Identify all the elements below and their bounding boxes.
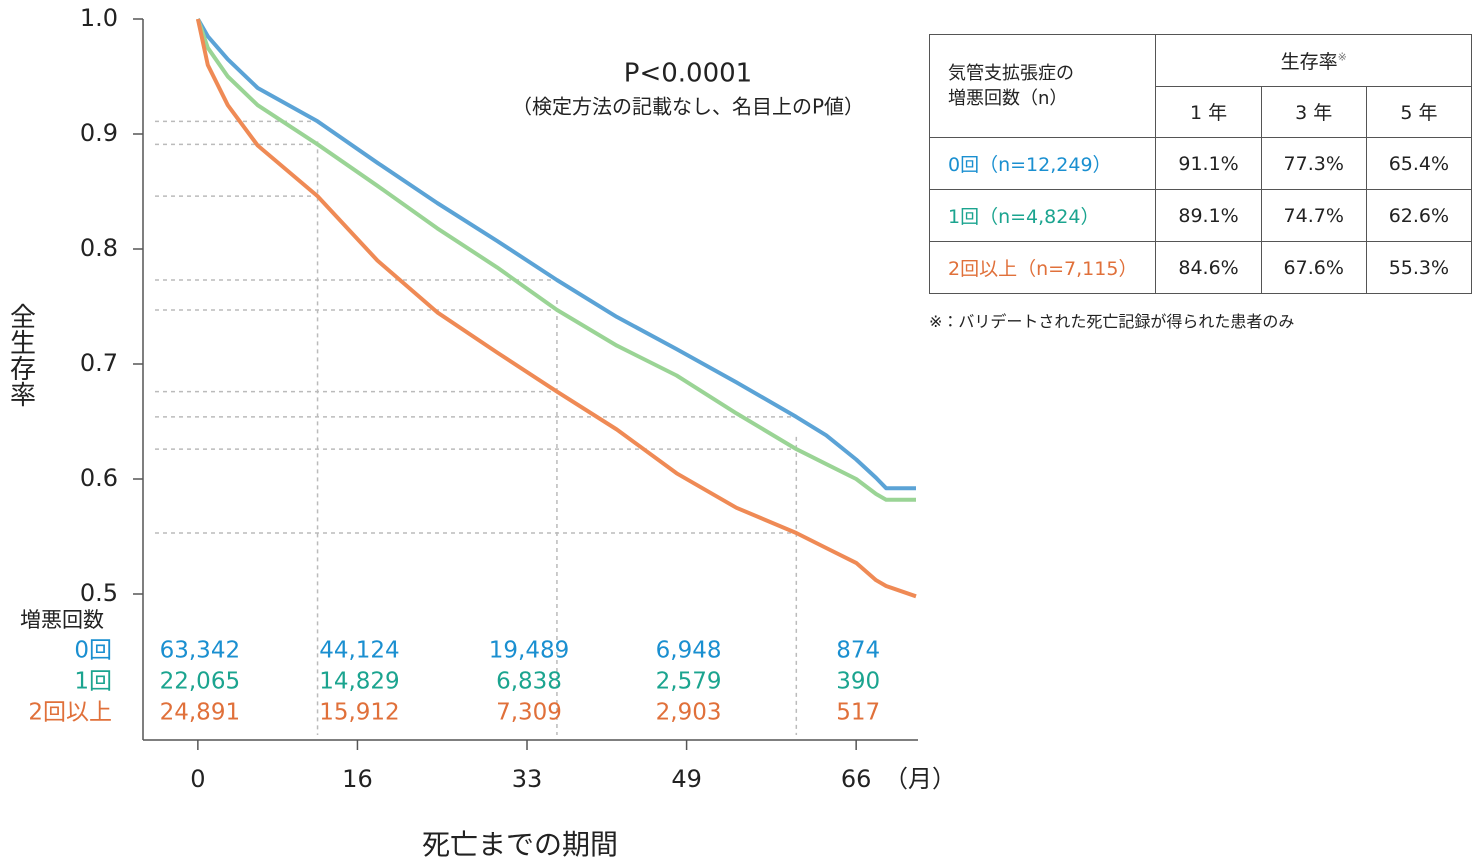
risk-title: 増悪回数: [20, 608, 104, 632]
group-header-text: 生存率: [1280, 50, 1338, 73]
x-tick-label: 33: [512, 765, 543, 793]
y-tick-label: 0.8: [80, 234, 118, 262]
risk-count: 6,838: [496, 669, 562, 695]
survival-cell: 55.3%: [1365, 241, 1472, 294]
survival-cell: 74.7%: [1260, 189, 1367, 242]
y-tick-label: 1.0: [80, 4, 118, 32]
x-tick-label: 49: [671, 765, 702, 793]
x-tick-label: 16: [342, 765, 373, 793]
risk-count: 2,903: [656, 700, 722, 726]
row-label: 0回（n=12,249）: [928, 137, 1157, 190]
survival-cell: 65.4%: [1365, 137, 1472, 190]
y-axis-label: 全生存率: [6, 303, 36, 407]
x-axis-label: 死亡までの期間: [422, 828, 618, 861]
risk-count: 517: [836, 700, 880, 726]
subheader: 3 年: [1260, 85, 1367, 138]
risk-count: 44,124: [319, 638, 399, 664]
table-row: 2回以上（n=7,115） 84.6% 67.6% 55.3%: [928, 241, 1472, 294]
subheader: 5 年: [1365, 85, 1472, 138]
risk-count: 874: [836, 638, 880, 664]
corner-text: 気管支拡張症の: [948, 62, 1074, 84]
row-label: 2回以上（n=7,115）: [928, 241, 1157, 294]
risk-row-label: 0回: [74, 638, 112, 664]
survival-cell: 91.1%: [1155, 137, 1262, 190]
risk-count: 24,891: [160, 700, 240, 726]
survival-cell: 77.3%: [1260, 137, 1367, 190]
survival-cell: 62.6%: [1365, 189, 1472, 242]
x-axis-unit: （月）: [884, 765, 956, 793]
corner-text: 増悪回数（n）: [948, 88, 1068, 109]
survival-cell: 84.6%: [1155, 241, 1262, 294]
group-mark: ※: [1337, 50, 1347, 64]
risk-count: 63,342: [160, 638, 240, 664]
y-tick-label: 0.9: [80, 119, 118, 147]
row-label: 1回（n=4,824）: [928, 189, 1157, 242]
risk-count: 390: [836, 669, 880, 695]
y-tick-label: 0.7: [80, 349, 118, 377]
risk-count: 6,948: [656, 638, 722, 664]
annotation: P<0.0001: [624, 59, 752, 89]
x-tick-label: 0: [190, 765, 205, 793]
risk-count: 7,309: [496, 700, 562, 726]
risk-row-label: 2回以上: [28, 700, 112, 726]
corner-cell: 気管支拡張症の 増悪回数（n）: [928, 34, 1157, 138]
survival-cell: 89.1%: [1155, 189, 1262, 242]
group-header: 生存率※: [1155, 34, 1472, 87]
y-tick-label: 0.6: [80, 464, 118, 492]
annotation: （検定方法の記載なし、名目上のP値）: [512, 95, 864, 119]
risk-row-label: 1回: [74, 669, 112, 695]
footnote: ※：バリデートされた死亡記録が得られた患者のみ: [929, 312, 1295, 331]
x-tick-label: 66: [841, 765, 872, 793]
survival-curve: [196, 18, 916, 491]
risk-count: 2,579: [656, 669, 722, 695]
table-row: 1回（n=4,824） 89.1% 74.7% 62.6%: [928, 189, 1472, 242]
risk-count: 15,912: [319, 700, 399, 726]
y-tick-label: 0.5: [80, 579, 118, 607]
survival-cell: 67.6%: [1260, 241, 1367, 294]
subheader: 1 年: [1155, 85, 1262, 138]
risk-count: 14,829: [319, 669, 399, 695]
survival-curve: [195, 18, 917, 599]
survival-curve: [196, 18, 916, 502]
risk-count: 19,489: [489, 638, 569, 664]
table-row: 0回（n=12,249） 91.1% 77.3% 65.4%: [928, 137, 1472, 190]
risk-count: 22,065: [160, 669, 240, 695]
